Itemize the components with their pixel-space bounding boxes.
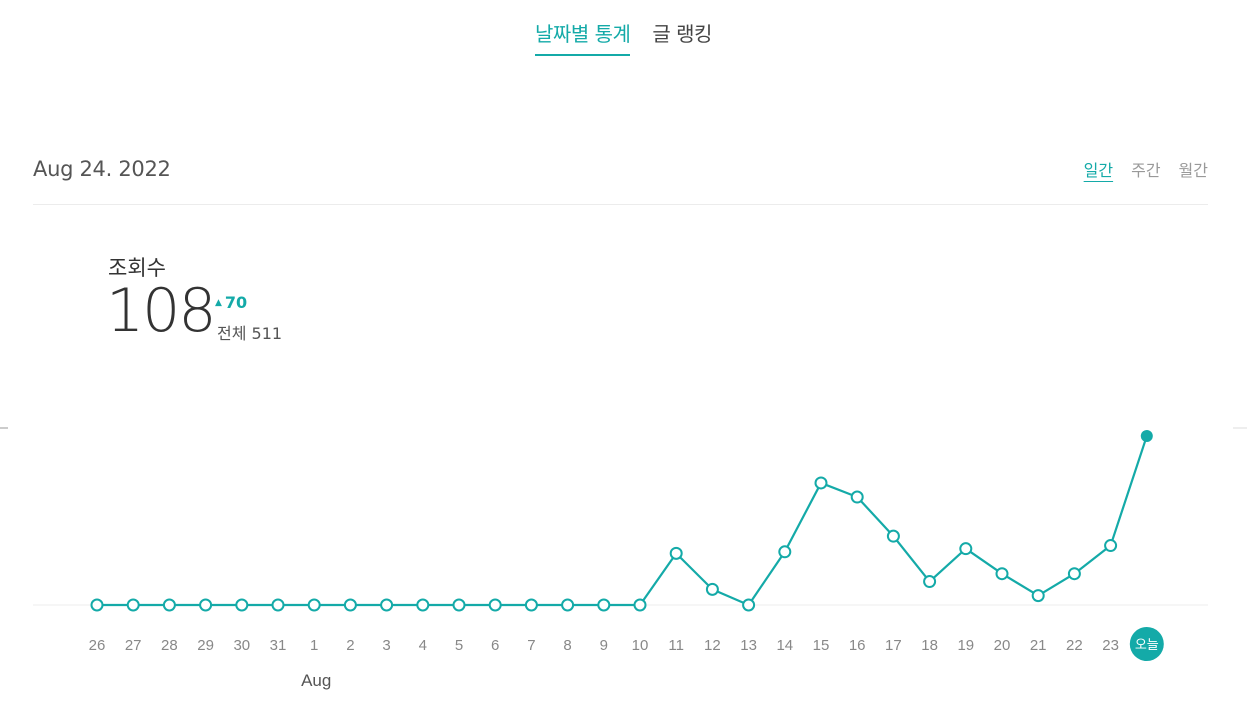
x-tick-label: 16 (849, 637, 866, 654)
data-point (995, 567, 1009, 581)
x-tick-label: 29 (197, 637, 214, 654)
up-triangle-icon: ▲ (215, 298, 222, 308)
x-tick-label: 27 (125, 637, 142, 654)
x-tick-label: 31 (270, 637, 287, 654)
data-point (380, 598, 394, 612)
metric-title: 조회수 (108, 256, 166, 280)
data-point (343, 598, 357, 612)
data-point (597, 598, 611, 612)
x-tick-label: 18 (921, 637, 938, 654)
metric-change: ▲ 70 (215, 293, 247, 312)
data-point (959, 542, 973, 556)
x-tick-label: 8 (563, 637, 571, 654)
tab-post-ranking[interactable]: 글 랭킹 (652, 22, 712, 46)
x-tick-label: 14 (776, 637, 793, 654)
period-tab-weekly[interactable]: 주간 (1131, 161, 1161, 180)
data-point (850, 490, 864, 504)
period-tab-daily[interactable]: 일간 (1083, 161, 1114, 180)
data-point (669, 546, 683, 560)
x-tick-label: 2 (346, 637, 354, 654)
x-tick-label: 11 (668, 637, 684, 654)
data-point (416, 598, 430, 612)
x-tick-label: 4 (419, 637, 427, 654)
data-point (705, 582, 719, 596)
data-point (307, 598, 321, 612)
x-tick-label: 13 (740, 637, 757, 654)
x-tick-label: 6 (491, 637, 499, 654)
x-tick-label: 1 (310, 637, 318, 654)
x-tick-label: 9 (600, 637, 608, 654)
data-point (742, 598, 756, 612)
data-point (271, 598, 285, 612)
data-point (126, 598, 140, 612)
x-tick-label: 12 (704, 637, 721, 654)
data-point (814, 476, 828, 490)
month-label: Aug (301, 671, 331, 690)
data-point (1067, 567, 1081, 581)
x-tick-label: 30 (233, 637, 250, 654)
data-point (886, 529, 900, 543)
data-point (90, 598, 104, 612)
x-tick-label: 15 (813, 637, 830, 654)
x-tick-label: 23 (1102, 637, 1119, 654)
x-tick-label: 26 (89, 637, 106, 654)
stats-tab-bar: 날짜별 통계 글 랭킹 (0, 18, 1247, 56)
period-tab-bar: 일간 주간 월간 (1084, 157, 1208, 181)
data-point (235, 598, 249, 612)
x-tick-label: 22 (1066, 637, 1083, 654)
data-point (162, 598, 176, 612)
data-point (524, 598, 538, 612)
tab-daily-stats[interactable]: 날짜별 통계 (535, 18, 631, 56)
x-tick-label: 7 (527, 637, 535, 654)
x-tick-label: 28 (161, 637, 178, 654)
x-tick-label: 5 (455, 637, 463, 654)
period-tab-monthly[interactable]: 월간 (1178, 161, 1208, 180)
data-point (452, 598, 466, 612)
data-point-today (1140, 430, 1153, 442)
x-tick-label: 19 (957, 637, 974, 654)
data-point (199, 598, 213, 612)
data-point (561, 598, 575, 612)
data-point (1031, 589, 1045, 603)
today-badge (1129, 627, 1164, 661)
current-date: Aug 24. 2022 (33, 157, 171, 181)
x-tick-label: 10 (632, 637, 649, 654)
x-tick-label-today: 오늘 (1135, 638, 1159, 653)
x-tick-label: 21 (1030, 637, 1047, 654)
metric-total: 전체 511 (217, 324, 283, 343)
data-point (923, 575, 937, 589)
data-point (633, 598, 647, 612)
data-point (1104, 539, 1118, 553)
series-line (97, 435, 1148, 607)
metric-value: 108 (106, 276, 217, 346)
x-tick-label: 17 (885, 637, 902, 654)
data-point (488, 598, 502, 612)
data-point (778, 545, 792, 559)
header-divider (33, 204, 1208, 205)
metric-change-value: 70 (224, 293, 248, 312)
x-tick-label: 20 (994, 637, 1011, 654)
x-tick-label: 3 (382, 637, 390, 654)
